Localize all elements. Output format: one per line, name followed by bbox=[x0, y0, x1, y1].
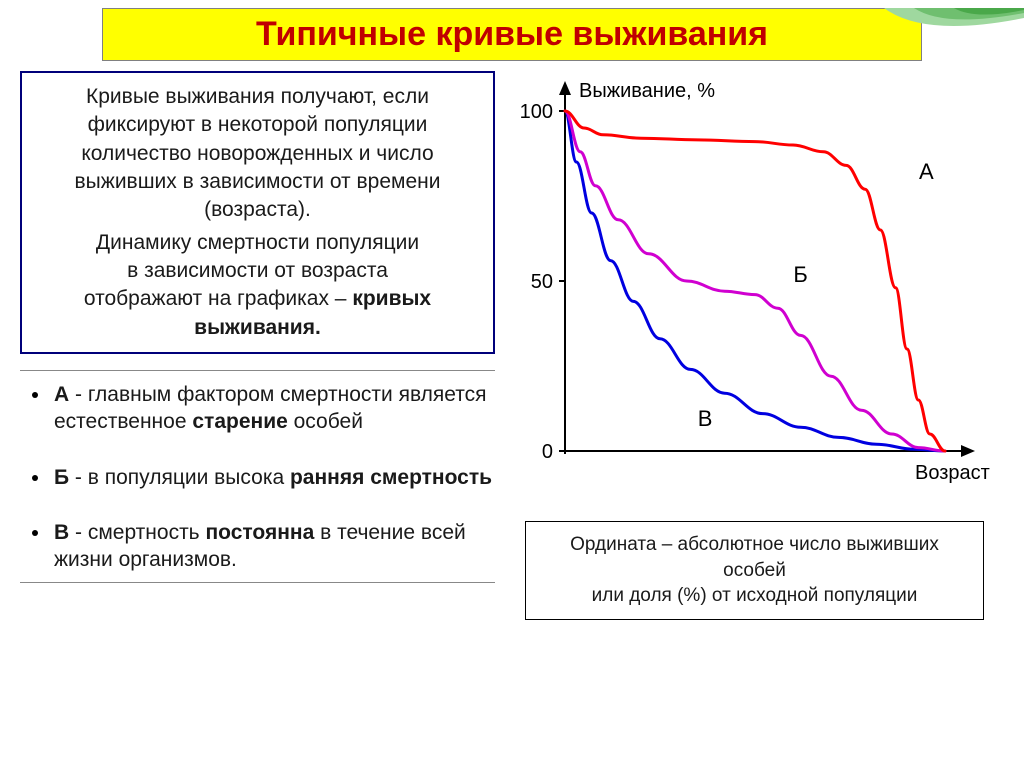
svg-text:100: 100 bbox=[520, 101, 553, 123]
intro-p2c: отображают на графиках – кривых выживани… bbox=[30, 285, 485, 342]
bullet-icon bbox=[32, 392, 38, 398]
svg-text:50: 50 bbox=[531, 271, 553, 293]
divider bbox=[20, 582, 495, 583]
svg-text:Б: Б bbox=[793, 262, 807, 287]
survival-chart: 100 50 0 Выживание, % Возраст А Б В bbox=[505, 71, 995, 511]
svg-text:0: 0 bbox=[542, 441, 553, 463]
bullet-icon bbox=[32, 530, 38, 536]
chart-caption: Ордината – абсолютное число выживших осо… bbox=[525, 521, 984, 620]
svg-text:Выживание, %: Выживание, % bbox=[579, 80, 715, 102]
chart-svg: 100 50 0 Выживание, % Возраст А Б В bbox=[505, 71, 995, 511]
page-title: Типичные кривые выживания bbox=[256, 15, 768, 53]
bullet-list: А - главным фактором смертности является… bbox=[20, 375, 495, 573]
intro-p2b: в зависимости от возраста bbox=[30, 257, 485, 285]
bullet-a: А - главным фактором смертности является… bbox=[26, 381, 495, 436]
intro-box: Кривые выживания получают, если фиксирую… bbox=[20, 71, 495, 354]
bullet-icon bbox=[32, 475, 38, 481]
title-banner: Типичные кривые выживания bbox=[102, 8, 922, 61]
svg-text:В: В bbox=[698, 406, 713, 431]
svg-text:А: А bbox=[919, 159, 934, 184]
divider bbox=[20, 370, 495, 371]
intro-p1: Кривые выживания получают, если фиксирую… bbox=[30, 83, 485, 225]
intro-p2a: Динамику смертности популяции bbox=[30, 229, 485, 257]
bullet-b: Б - в популяции высока ранняя смертность bbox=[26, 464, 495, 491]
bullet-v: В - смертность постоянна в течение всей … bbox=[26, 519, 495, 574]
svg-text:Возраст: Возраст bbox=[915, 462, 990, 484]
